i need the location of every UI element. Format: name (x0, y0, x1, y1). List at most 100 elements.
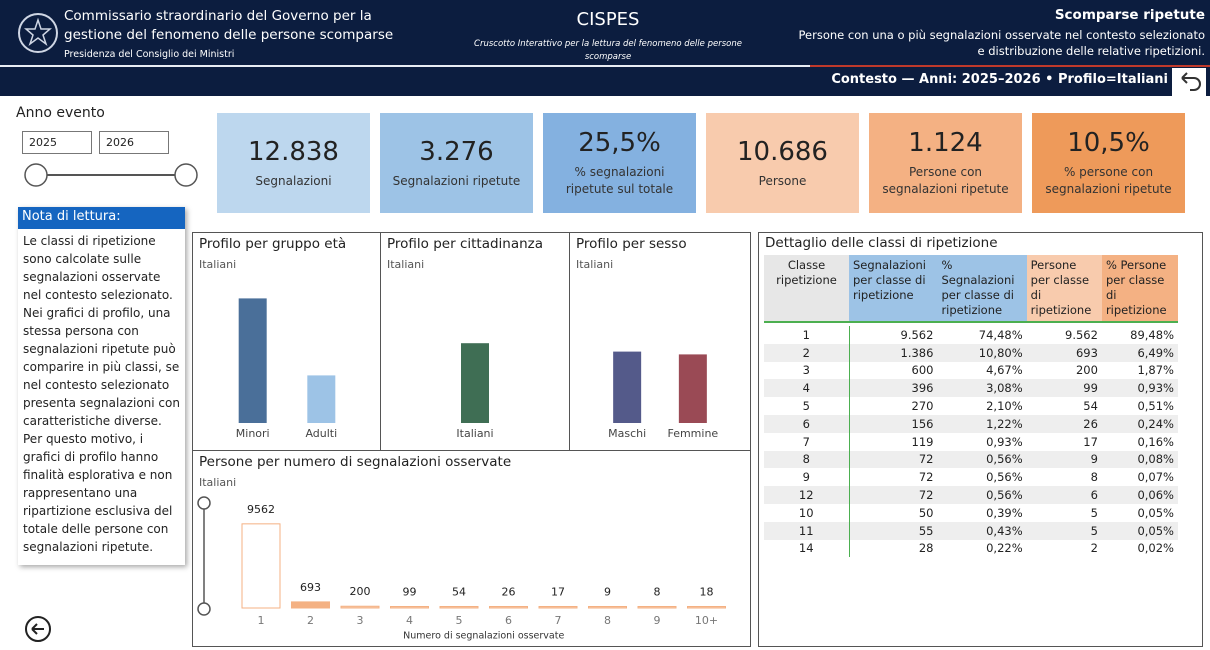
bar (613, 351, 642, 423)
x-tick-label: Italiani (456, 427, 493, 440)
slider-handle[interactable] (197, 496, 211, 510)
table-row: 7 119 0,93% 17 0,16% (764, 432, 1178, 451)
table-cell: 270 (911, 399, 934, 414)
table-cell: 9.562 (900, 327, 934, 342)
table-cell: 0,56% (986, 470, 1023, 485)
table-cell: 0,08% (1137, 452, 1174, 467)
context: Contesto — Anni: 2025–2026 • Profilo=Ita… (831, 72, 1168, 87)
bar (687, 606, 726, 609)
table-cell: 99 (1083, 381, 1098, 396)
table-cell: 0,05% (1137, 505, 1174, 520)
table-cell: 0,93% (986, 434, 1023, 449)
year-slider[interactable] (22, 162, 202, 188)
note-title: Nota di lettura: (18, 207, 185, 229)
bar (340, 605, 380, 609)
column-header: % Segnalazioni per classe di ripetizione (937, 255, 1027, 323)
chart-subtitle: Italiani (576, 258, 613, 271)
chart-subtitle: Italiani (199, 476, 236, 489)
kpi-label: Segnalazioni ripetute (392, 173, 521, 188)
value-label: 9562 (247, 503, 275, 516)
table-cell: 6,49% (1137, 345, 1174, 360)
filter-label: Anno evento (16, 105, 105, 121)
kpi-card: 10.686 Persone (706, 113, 859, 213)
value-label: 99 (403, 586, 417, 599)
x-tick-label: Maschi (608, 427, 646, 440)
chart-panel: Persone per numero di segnalazioni osser… (192, 450, 751, 647)
chart-title: Profilo per gruppo età (199, 236, 346, 252)
table-cell: 0,39% (986, 505, 1023, 520)
org-subtitle: Presidenza del Consiglio dei Ministri (64, 49, 235, 60)
chart: Profilo per gruppo età Italiani Minori Adul… (199, 236, 346, 440)
kpi-value: 10,5% (1067, 128, 1150, 158)
table-cell: 1,22% (986, 416, 1023, 431)
value-label: 17 (551, 586, 565, 599)
table-cell: 396 (911, 381, 934, 396)
table-cell: 0,22% (986, 541, 1023, 556)
table-cell: 9.562 (1065, 327, 1098, 342)
kpi-label: Persone (758, 173, 807, 188)
divider (0, 65, 810, 67)
table-row: 9 72 0,56% 8 0,07% (764, 468, 1178, 487)
chart-panel: Profilo per sesso Italiani Maschi Femmine (569, 232, 751, 451)
table: Classe ripetizione Segnalazioni per class… (764, 255, 1178, 558)
kpi-card: 10,5% % persone con segnalazioni ripetute (1032, 113, 1185, 213)
slider-handle[interactable] (197, 602, 211, 616)
kpi-label: % persone con segnalazioni ripetute (1045, 165, 1172, 196)
kpi-value: 25,5% (578, 128, 661, 158)
table-cell: 0,43% (986, 523, 1023, 538)
column-header: Segnalazioni per classe di ripetizione (849, 255, 938, 323)
table-cell: 2,10% (986, 399, 1023, 414)
org-title: Commissario straordinario del Governo pe… (64, 8, 394, 43)
bar (307, 375, 336, 423)
x-tick-label: Minori (236, 427, 270, 440)
kpi-label: Segnalazioni (255, 173, 332, 188)
bar (390, 606, 429, 609)
value-label: 8 (654, 586, 661, 599)
table-row: 2 1.386 10,80% 693 6,49% (764, 343, 1178, 362)
chart: Profilo per cittadinanza Italiani Italiani (387, 236, 543, 440)
table-cell: 74,48% (978, 327, 1023, 342)
bar (291, 601, 330, 609)
table-cell: 11 (764, 521, 850, 540)
chart-title: Profilo per cittadinanza (387, 236, 543, 252)
table-cell: 4,67% (986, 363, 1023, 378)
column-header: Classe ripetizione (764, 255, 849, 323)
nav-back[interactable] (23, 614, 53, 644)
kpi-card: 1.124 Persone con segnalazioni ripetute (869, 113, 1022, 213)
table-cell: 10,80% (978, 345, 1023, 360)
table-row: 5 270 2,10% 54 0,51% (764, 397, 1178, 415)
table-cell: 0,16% (1137, 434, 1174, 449)
table-cell: 0,24% (1137, 416, 1174, 431)
year-from[interactable]: 2025 (22, 131, 92, 154)
x-tick-label: 5 (456, 614, 463, 627)
table-row: 8 72 0,56% 9 0,08% (764, 450, 1178, 469)
table-cell: 0,07% (1137, 470, 1174, 485)
chart-subtitle: Italiani (199, 258, 236, 271)
table-cell: 50 (918, 505, 934, 520)
value-label: 18 (700, 586, 714, 599)
table-cell: 28 (918, 541, 934, 556)
chart-subtitle: Italiani (387, 258, 424, 271)
bar (678, 354, 707, 423)
table-cell: 9 (764, 468, 850, 487)
table-cell: 0,56% (986, 452, 1023, 467)
bar (588, 606, 627, 609)
table-cell: 55 (918, 523, 934, 538)
table-cell: 1,87% (1137, 363, 1174, 378)
table-cell: 0,56% (986, 488, 1023, 503)
x-axis-label: Numero di segnalazioni osservate (403, 631, 564, 642)
x-tick-label: 2 (307, 614, 314, 627)
bar (439, 606, 479, 609)
table-cell: 17 (1083, 434, 1098, 449)
table-cell: 4 (764, 379, 850, 398)
back-button[interactable] (1172, 68, 1206, 96)
kpi-card: 3.276 Segnalazioni ripetute (380, 113, 533, 213)
table-cell: 6 (1090, 488, 1098, 503)
kpi-label: % segnalazioni ripetute sul totale (565, 165, 674, 196)
emblem (18, 13, 58, 53)
x-tick-label: 10+ (695, 614, 718, 627)
table-cell: 0,51% (1137, 399, 1174, 414)
bar (538, 606, 578, 609)
year-to[interactable]: 2026 (99, 131, 169, 154)
